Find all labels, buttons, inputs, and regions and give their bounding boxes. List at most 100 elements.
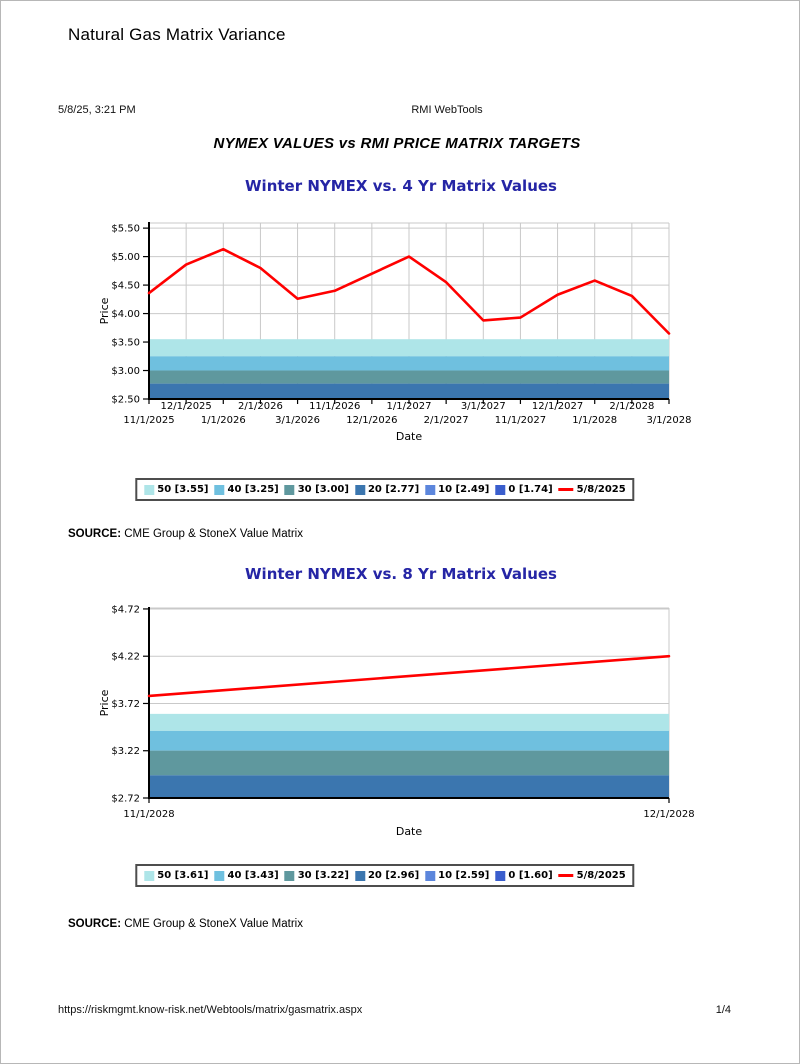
x-tick-label: 3/1/2028 bbox=[647, 415, 692, 426]
y-tick-label: $5.00 bbox=[111, 252, 140, 263]
legend-label: 20 [2.77] bbox=[367, 484, 420, 495]
legend-label: 50 [3.61] bbox=[157, 870, 209, 881]
print-timestamp: 5/8/25, 3:21 PM bbox=[58, 104, 136, 116]
legend-item: 30 [3.00] bbox=[284, 484, 349, 495]
x-tick-label: 2/1/2028 bbox=[609, 401, 654, 412]
matrix-band bbox=[149, 370, 669, 384]
legend-swatch-icon bbox=[144, 484, 155, 495]
legend-label: 30 [3.22] bbox=[297, 870, 349, 881]
legend-item: 40 [3.43] bbox=[214, 870, 279, 881]
source-line: SOURCE: CME Group & StoneX Value Matrix bbox=[68, 918, 303, 930]
y-tick-label: $4.22 bbox=[111, 652, 140, 663]
legend-item: 10 [2.49] bbox=[425, 484, 489, 495]
y-tick-label: $3.22 bbox=[111, 746, 140, 757]
footer-url: https://riskmgmt.know-risk.net/Webtools/… bbox=[58, 1004, 363, 1016]
source-label: SOURCE: bbox=[68, 918, 122, 930]
x-tick-label: 11/1/2028 bbox=[123, 809, 174, 820]
matrix-band bbox=[149, 750, 669, 776]
legend-item-line: 5/8/2025 bbox=[558, 870, 626, 881]
legend-line-label: 5/8/2025 bbox=[576, 484, 626, 495]
legend-item: 0 [1.74] bbox=[495, 484, 553, 495]
legend-swatch-icon bbox=[284, 870, 295, 881]
matrix-band bbox=[149, 713, 669, 731]
legend-swatch-icon bbox=[144, 870, 155, 881]
x-tick-label: 3/1/2027 bbox=[461, 401, 506, 412]
legend-item: 10 [2.59] bbox=[425, 870, 489, 881]
price-line bbox=[147, 654, 671, 698]
y-tick-label: $4.72 bbox=[111, 604, 140, 615]
price-line bbox=[147, 247, 671, 335]
x-axis-title: Date bbox=[396, 825, 423, 838]
x-tick-label: 1/1/2026 bbox=[201, 415, 246, 426]
legend-swatch-icon bbox=[214, 484, 225, 495]
x-tick-label: 1/1/2027 bbox=[387, 401, 432, 412]
y-tick-label: $2.50 bbox=[111, 395, 140, 406]
chart-8yr-legend: 50 [3.61] 40 [3.43] 30 [3.22] 20 [2.96] 10 [… bbox=[135, 864, 635, 887]
x-tick-label: 12/1/2025 bbox=[161, 401, 212, 412]
matrix-band bbox=[149, 775, 669, 798]
chart-8yr-plot: $4.72 $4.22 $3.72 $3.22 $2.72 11/1/2028 12/1/2… bbox=[98, 604, 695, 838]
x-axis-title: Date bbox=[396, 430, 423, 443]
matrix-band bbox=[149, 339, 669, 357]
x-tick-label: 2/1/2026 bbox=[238, 401, 283, 412]
legend-label: 20 [2.96] bbox=[367, 870, 420, 881]
legend-swatch-icon bbox=[354, 870, 365, 881]
legend-item: 20 [2.77] bbox=[354, 484, 420, 495]
legend-swatch-icon bbox=[354, 484, 365, 495]
legend-item: 20 [2.96] bbox=[354, 870, 420, 881]
y-tick-label: $2.72 bbox=[111, 794, 140, 805]
legend-swatch-icon bbox=[425, 870, 436, 881]
line-marker-icon bbox=[558, 488, 574, 491]
source-text: CME Group & StoneX Value Matrix bbox=[124, 528, 303, 540]
x-tick-label: 1/1/2028 bbox=[572, 415, 617, 426]
legend-swatch-icon bbox=[495, 870, 506, 881]
legend-swatch-icon bbox=[214, 870, 225, 881]
document-title: Natural Gas Matrix Variance bbox=[68, 25, 286, 44]
legend-item-line: 5/8/2025 bbox=[558, 484, 626, 495]
y-tick-label: $4.50 bbox=[111, 281, 140, 292]
chart-8yr-title: Winter NYMEX vs. 8 Yr Matrix Values bbox=[245, 565, 557, 583]
x-tick-label: 11/1/2026 bbox=[309, 401, 360, 412]
y-axis-title: Price bbox=[98, 297, 111, 324]
legend-item: 30 [3.22] bbox=[284, 870, 349, 881]
y-axis-title: Price bbox=[98, 689, 111, 716]
legend-label: 10 [2.59] bbox=[438, 870, 490, 881]
matrix-band bbox=[149, 383, 669, 399]
legend-label: 40 [3.43] bbox=[227, 870, 279, 881]
line-marker-icon bbox=[558, 874, 574, 877]
y-tick-label: $5.50 bbox=[111, 224, 140, 235]
chart-4yr-title: Winter NYMEX vs. 4 Yr Matrix Values bbox=[245, 177, 557, 195]
legend-swatch-icon bbox=[284, 484, 295, 495]
legend-label: 10 [2.49] bbox=[438, 484, 490, 495]
x-tick-label: 2/1/2027 bbox=[424, 415, 469, 426]
x-tick-label: 12/1/2028 bbox=[643, 809, 694, 820]
source-line: SOURCE: CME Group & StoneX Value Matrix bbox=[68, 528, 303, 540]
x-tick-label: 12/1/2026 bbox=[346, 415, 397, 426]
legend-line-label: 5/8/2025 bbox=[576, 870, 626, 881]
y-tick-label: $3.72 bbox=[111, 699, 140, 710]
y-tick-label: $4.00 bbox=[111, 309, 140, 320]
legend-label: 0 [1.60] bbox=[508, 870, 553, 881]
x-tick-label: 11/1/2027 bbox=[495, 415, 546, 426]
y-tick-label: $3.50 bbox=[111, 338, 140, 349]
legend-item: 0 [1.60] bbox=[495, 870, 553, 881]
matrix-band bbox=[149, 730, 669, 751]
x-tick-label: 11/1/2025 bbox=[123, 415, 174, 426]
legend-label: 30 [3.00] bbox=[297, 484, 349, 495]
legend-item: 40 [3.25] bbox=[214, 484, 279, 495]
footer-page-number: 1/4 bbox=[715, 1004, 731, 1016]
report-heading: NYMEX VALUES vs RMI PRICE MATRIX TARGETS bbox=[213, 135, 581, 152]
source-label: SOURCE: bbox=[68, 528, 122, 540]
matrix-band bbox=[149, 356, 669, 371]
legend-label: 50 [3.55] bbox=[157, 484, 209, 495]
y-tick-label: $3.00 bbox=[111, 366, 140, 377]
x-tick-label: 12/1/2027 bbox=[532, 401, 583, 412]
chart-4yr-plot: $5.50 $5.00 $4.50 $4.00 $3.50 $3.00 $2.50 11/1/… bbox=[98, 222, 692, 443]
legend-swatch-icon bbox=[425, 484, 436, 495]
legend-item: 50 [3.61] bbox=[144, 870, 209, 881]
print-app-name: RMI WebTools bbox=[411, 104, 483, 116]
legend-label: 0 [1.74] bbox=[508, 484, 553, 495]
chart-4yr-legend: 50 [3.55] 40 [3.25] 30 [3.00] 20 [2.77] 10 [… bbox=[135, 478, 635, 501]
legend-label: 40 [3.25] bbox=[227, 484, 279, 495]
